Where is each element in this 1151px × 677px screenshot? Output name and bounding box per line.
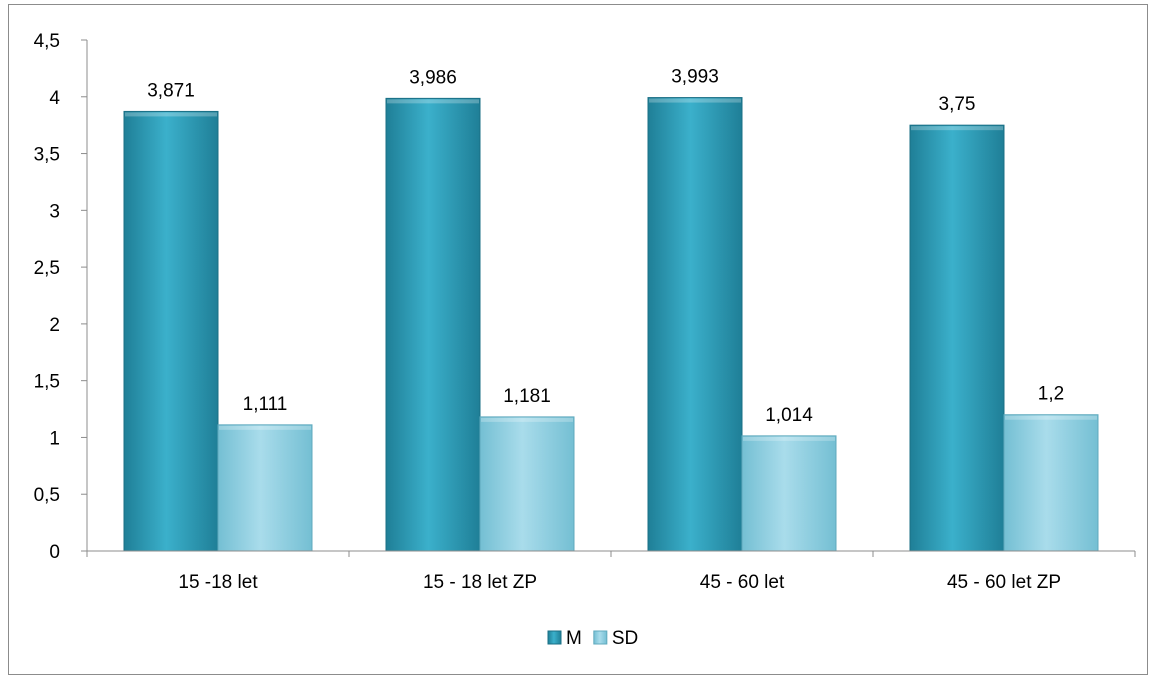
x-axis: 15 -18 let 15 - 18 let ZP 45 - 60 let 45 - …: [86, 550, 1136, 593]
bar-sd-0: [217, 424, 313, 552]
legend-label-m: M: [566, 628, 582, 649]
x-tick-label: 15 - 18 let ZP: [423, 572, 537, 593]
data-label-m-0: 3,871: [147, 80, 195, 101]
bar-m-0: [123, 110, 219, 552]
bar-sd-1: [479, 416, 575, 552]
bar-m-3: [909, 124, 1005, 552]
legend-swatch-m: [547, 630, 562, 645]
bar-bevel: [219, 425, 311, 430]
x-tick-label: 45 - 60 let ZP: [947, 572, 1061, 593]
data-label-sd-1: 1,181: [503, 386, 551, 407]
data-label-m-3: 3,75: [939, 94, 976, 115]
y-tick-label: 2,5: [34, 258, 60, 279]
x-tick-label: 15 -18 let: [178, 572, 258, 593]
data-label-sd-3: 1,2: [1038, 384, 1064, 405]
bar-bevel: [481, 417, 573, 422]
y-tick-label: 2: [49, 315, 60, 336]
bar-bevel: [743, 436, 835, 441]
bar-bevel: [649, 98, 741, 103]
y-tick-label: 1: [49, 428, 60, 449]
x-tick-label: 45 - 60 let: [700, 572, 785, 593]
bar-sd-2: [741, 435, 837, 552]
y-tick-label: 3,5: [34, 145, 60, 166]
legend-swatch-sd: [593, 630, 608, 645]
bar-bevel: [387, 99, 479, 104]
y-tick-label: 0: [49, 542, 60, 563]
y-tick-label: 1,5: [34, 372, 60, 393]
bar-bevel: [911, 126, 1003, 131]
legend-label-sd: SD: [612, 628, 638, 649]
bar-sd-3: [1003, 414, 1099, 552]
legend: M SD: [547, 628, 638, 649]
y-tick-label: 4: [49, 88, 60, 109]
bar-bevel: [125, 112, 217, 117]
bar-bevel: [1005, 415, 1097, 420]
data-label-m-2: 3,993: [671, 67, 719, 88]
y-tick-label: 0,5: [34, 485, 60, 506]
bars: 3,871 1,111 3,986 1,181 3,993 1,014 3,75 1,2: [123, 67, 1099, 552]
bar-m-2: [647, 97, 743, 552]
y-axis: 0 0,5 1 1,5 2 2,5 3 3,5 4 4,5: [34, 31, 88, 563]
data-label-m-1: 3,986: [409, 67, 457, 88]
data-label-sd-0: 1,111: [243, 394, 288, 415]
data-label-sd-2: 1,014: [765, 405, 813, 426]
y-tick-label: 4,5: [34, 31, 60, 52]
bar-m-1: [385, 97, 481, 552]
y-tick-label: 3: [49, 201, 60, 222]
